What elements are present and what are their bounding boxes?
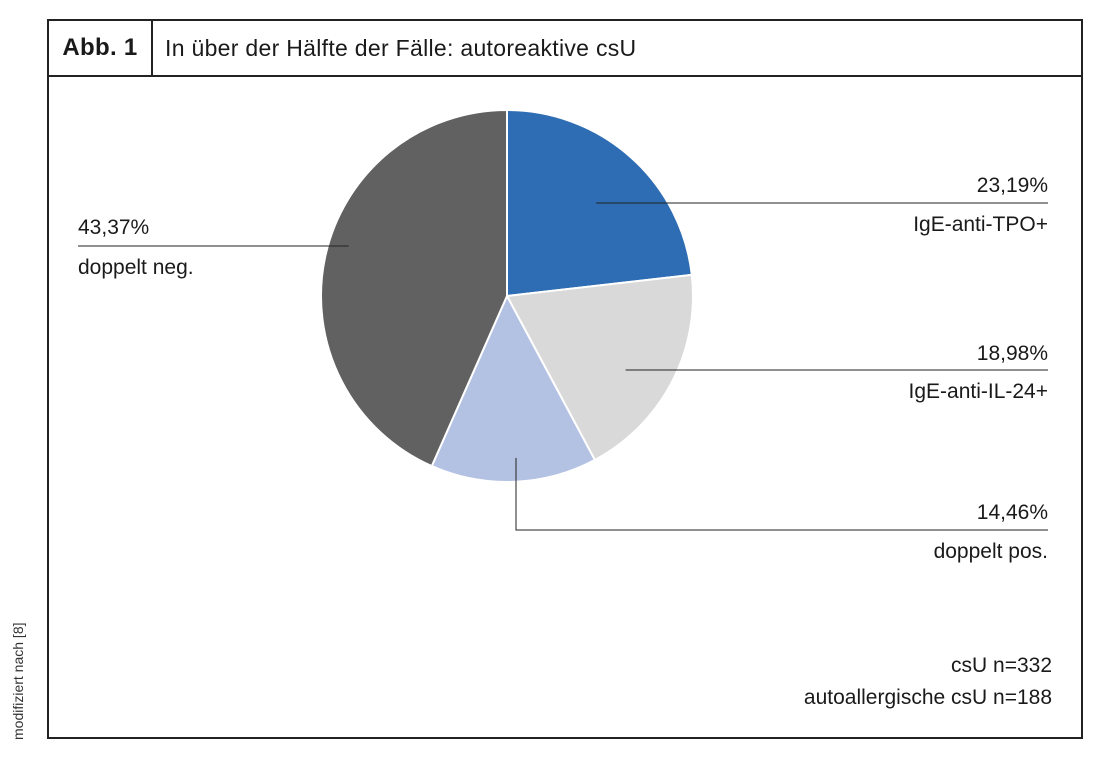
figure-title: In über der Hälfte der Fälle: autoreakti… (165, 34, 637, 61)
slice-value-label: 23,19% (977, 174, 1048, 197)
figure-frame: Abb. 1 In über der Hälfte der Fälle: aut… (47, 19, 1083, 739)
slice-value-label: 43,37% (78, 216, 149, 239)
slice-category-label: IgE-anti-IL-24+ (909, 380, 1049, 403)
slice-category-label: doppelt neg. (78, 256, 194, 279)
pie-slice-2 (505, 273, 694, 462)
slice-value-label: 18,98% (977, 342, 1048, 365)
slice-category-label: IgE-anti-TPO+ (913, 213, 1048, 236)
slice-value-label: 14,46% (977, 501, 1048, 524)
pie-slice-4 (320, 108, 508, 468)
pie-slice-3 (430, 293, 597, 483)
sample-size-note: autoallergische csU n=188 (804, 686, 1052, 709)
slice-category-label: doppelt pos. (934, 540, 1048, 563)
leader-line-3 (515, 457, 1048, 531)
figure-label: Abb. 1 (49, 21, 153, 75)
sample-size-note: csU n=332 (951, 654, 1052, 677)
figure-header: Abb. 1 In über der Hälfte der Fälle: aut… (49, 21, 1081, 77)
